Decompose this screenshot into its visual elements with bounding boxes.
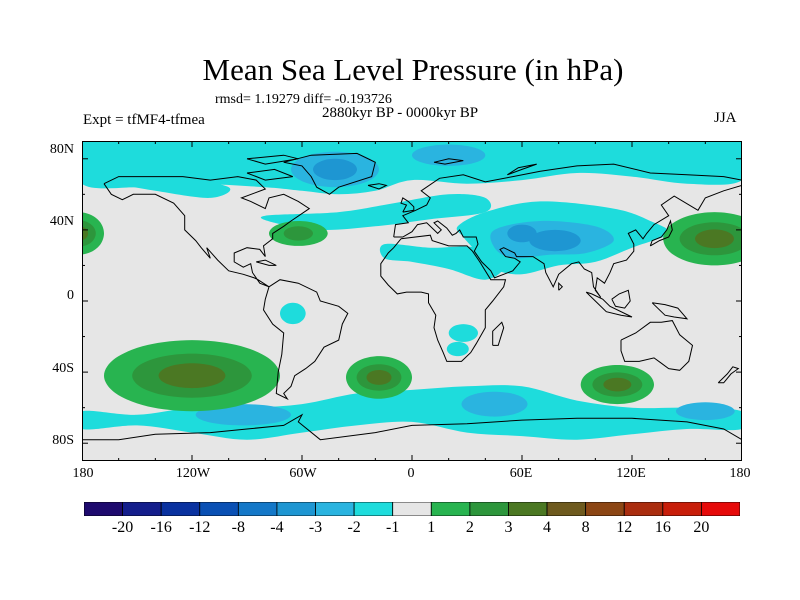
colorbar-label: 4 (543, 519, 552, 536)
colorbar-swatch (585, 502, 625, 516)
colorbar-swatch (199, 502, 239, 516)
colorbar-swatch (276, 502, 316, 516)
lon-label-0: 0 (407, 466, 415, 481)
coast-new-guinea (651, 302, 689, 320)
colorbar-label: -2 (347, 519, 361, 536)
colorbar-label: -3 (308, 519, 323, 536)
time-period: 2880kyr BP - 0000kyr BP (322, 105, 479, 121)
anomaly-equatorial (280, 302, 306, 325)
colorbar-swatch (546, 502, 587, 516)
coast-eurasia (393, 163, 742, 298)
anomaly-north-pacific-high-core (695, 229, 734, 249)
coast-madagascar (492, 321, 505, 346)
colorbar-swatch (469, 502, 509, 516)
anomaly-tibet (529, 229, 581, 252)
lat-label-80n: 80N (49, 142, 74, 157)
colorbar-label: -20 (111, 519, 134, 536)
anomaly-southern-africa (448, 324, 478, 342)
anomaly-south-indian-low (461, 391, 528, 417)
colorbar-label: 12 (616, 519, 633, 536)
lon-label-120e: 120E (616, 466, 646, 481)
colorbar-label: 2 (465, 519, 474, 536)
anomaly-southern-africa-2 (446, 341, 469, 357)
colorbar-label: -12 (189, 519, 211, 536)
coast-japan (649, 219, 673, 247)
experiment-label: Expt = tfMF4-tfmea (83, 112, 205, 128)
colorbar-swatch (662, 502, 702, 516)
anomaly-greenland-core (313, 158, 357, 181)
coast-australia (620, 320, 694, 371)
lon-label-60e: 60E (509, 466, 533, 481)
pressure-anomaly-map (82, 141, 742, 461)
colorbar (84, 502, 740, 516)
anomaly-north-atlantic-high-core (283, 226, 313, 241)
coast-cuba (256, 259, 277, 266)
anomaly-alaska (96, 172, 231, 198)
coast-africa (380, 234, 507, 362)
coast-novaya-zemlya (507, 163, 537, 176)
anomaly-arctic-band (82, 141, 742, 195)
colorbar-swatch (701, 502, 740, 516)
colorbar-swatch (353, 502, 394, 516)
coast-svalbard (433, 158, 464, 165)
anomaly-ross-low (676, 402, 735, 421)
anomaly-arctic-core (412, 144, 486, 166)
colorbar-swatch (237, 502, 278, 516)
coast-borneo (611, 289, 631, 309)
coast-new-zealand (717, 366, 740, 384)
coast-sri-lanka (558, 281, 564, 291)
colorbar-label: 3 (504, 519, 513, 536)
coast-iceland (367, 183, 388, 190)
lon-label-180e: 180 (729, 466, 751, 481)
coast-britain (400, 197, 415, 213)
colorbar-label: 16 (654, 519, 671, 536)
colorbar-label: 20 (693, 519, 710, 536)
colorbar-label: -16 (150, 519, 172, 536)
colorbar-swatch (160, 502, 201, 516)
coast-ellesmere (246, 154, 299, 165)
anomaly-dateline-high-mid (82, 220, 96, 247)
anomaly-middle-east (507, 224, 537, 243)
colorbar-swatch (315, 502, 355, 516)
coast-hudson-bay-islands (246, 168, 293, 181)
season-label: JJA (714, 110, 737, 126)
colorbar-label: -4 (270, 519, 284, 536)
coast-indonesia (585, 291, 633, 318)
lat-label-80s: 80S (52, 433, 74, 448)
colorbar-swatch (84, 502, 123, 516)
lat-label-40s: 40S (52, 361, 74, 376)
lon-label-120w: 120W (175, 466, 211, 481)
coast-greenland (283, 152, 376, 195)
anomaly-south-pacific-high-core (158, 363, 226, 389)
anomaly-south-indian-high-core (603, 377, 632, 392)
coast-antarctica (82, 413, 742, 441)
colorbar-swatch (392, 502, 432, 516)
chart-title: Mean Sea Level Pressure (in hPa) (202, 52, 624, 87)
colorbar-label: 1 (427, 519, 436, 536)
colorbar-swatch (623, 502, 664, 516)
lat-label-0: 0 (67, 288, 74, 303)
lon-label-60w: 60W (289, 466, 317, 481)
colorbar-swatch (430, 502, 471, 516)
colorbar-label: 8 (581, 519, 590, 536)
lon-label-180w: 180 (72, 466, 94, 481)
rmsd-diff-stats: rmsd= 1.19279 diff= -0.193726 (215, 92, 392, 107)
anomaly-north-atlantic (260, 194, 492, 230)
colorbar-swatch (122, 502, 162, 516)
coast-south-america (262, 279, 349, 401)
anomaly-southern-ocean (82, 385, 742, 440)
colorbar-swatch (508, 502, 548, 516)
anomaly-south-atlantic-high-core (366, 370, 392, 385)
colorbar-label: -1 (386, 519, 400, 536)
colorbar-label: -8 (231, 519, 245, 536)
lat-label-40n: 40N (49, 214, 74, 229)
anomaly-north-africa (379, 243, 504, 280)
anomaly-south-pacific-low (195, 404, 291, 426)
coast-north-america (103, 176, 311, 288)
